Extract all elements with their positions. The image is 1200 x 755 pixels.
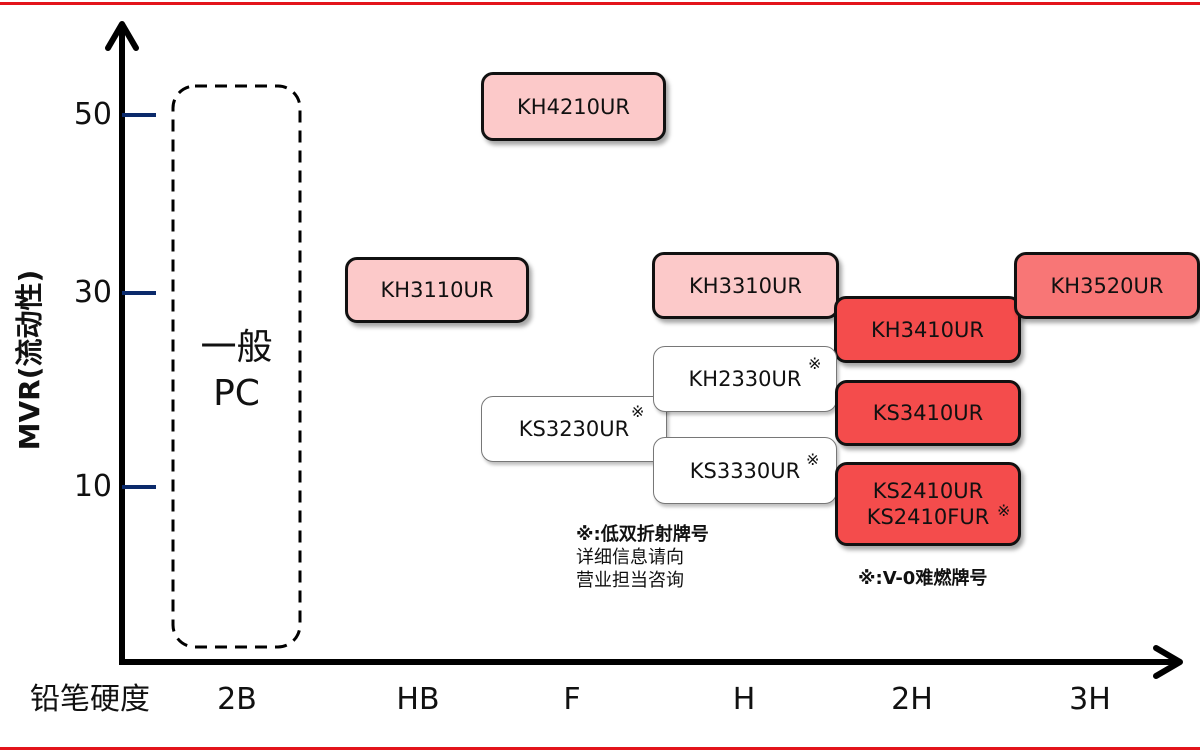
x-category-2b: 2B [217,682,257,717]
grade-ks3410ur: KS3410UR [835,380,1021,446]
x-category-hb: HB [396,682,440,717]
grade-kh3520ur: KH3520UR [1014,252,1200,319]
y-tick-label-50: 50 [73,97,112,132]
grade-ks2410ur-ks2410fur: KS2410UR KS2410FUR [835,462,1021,546]
general-pc-line1: 一般 [200,327,273,368]
low-birefringence-mark: ※ [806,450,820,469]
note-line: 详细信息请向 [576,547,684,568]
grade-ks3230ur: KS3230UR [481,396,667,462]
grade-kh3410ur: KH3410UR [834,296,1021,363]
low-birefringence-mark: ※ [631,402,645,421]
x-category-3h: 3H [1069,682,1111,717]
grade-ks3330ur: KS3330UR [653,437,837,504]
x-category-2h: 2H [891,682,933,717]
grade-label: KH3520UR [1050,273,1164,298]
grade-label: KS3330UR [689,458,801,483]
x-category-h: H [732,682,756,717]
v0-note: ※:V-0难燃牌号 [858,568,988,589]
grade-label: KH3110UR [380,278,494,302]
grade-label: KS3230UR [518,417,630,441]
grade-label: KS2410UR [872,479,984,503]
grade-label: KH3310UR [689,273,802,298]
grade-label: KH4210UR [517,94,630,119]
grade-kh3310ur: KH3310UR [652,252,839,319]
v0-mark: ※ [997,501,1011,520]
grade-kh4210ur: KH4210UR [481,72,666,141]
note-line: 营业担当咨询 [576,570,684,591]
grade-label: KH3410UR [871,317,984,342]
y-axis-arrow [105,21,139,51]
x-axis-arrow [1153,645,1183,679]
y-tick-10 [122,485,156,489]
x-axis-label: 铅笔硬度 [30,682,150,717]
y-tick-label-30: 30 [73,275,112,310]
bottom-rule [0,747,1200,750]
grade-kh3110ur: KH3110UR [345,257,529,323]
note-title: ※:低双折射牌号 [576,524,709,545]
x-category-f: F [563,682,581,717]
grade-kh2330ur: KH2330UR [653,346,837,412]
general-pc-label: 一般 PC [173,325,300,417]
low-birefringence-mark: ※ [808,354,822,373]
grade-label: KS3410UR [872,401,984,425]
top-rule [0,2,1200,5]
y-tick-label-10: 10 [73,469,112,504]
grade-label: KS2410FUR [866,505,990,529]
general-pc-line2: PC [213,373,260,414]
grade-label: KH2330UR [688,367,802,391]
low-birefringence-note: ※:低双折射牌号 详细信息请向 营业担当咨询 [576,523,709,592]
y-tick-50 [122,113,156,117]
y-tick-30 [122,291,156,295]
general-pc-region [171,84,302,649]
